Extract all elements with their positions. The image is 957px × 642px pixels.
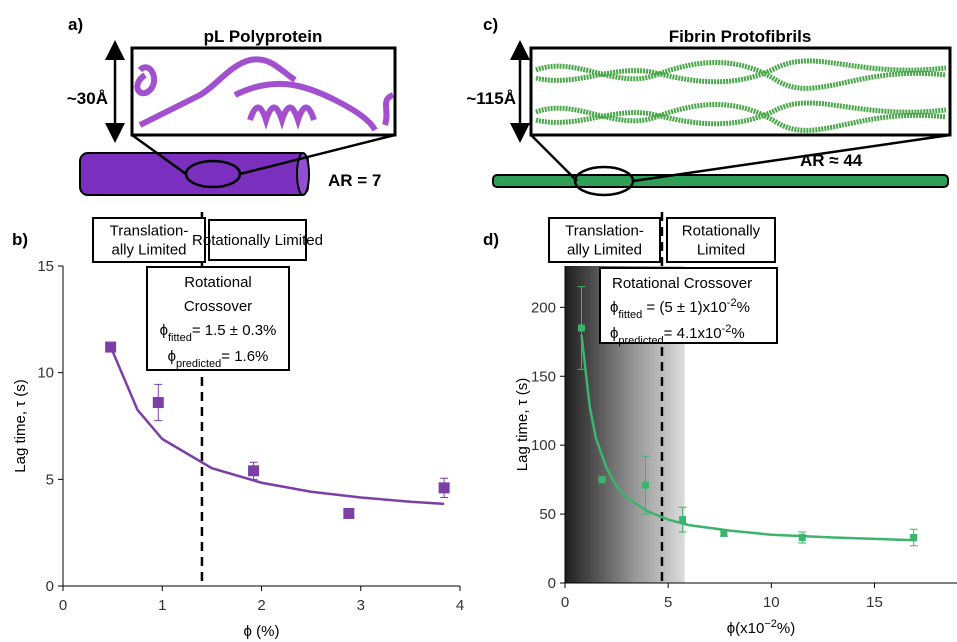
x-tick-label: 1 — [158, 597, 166, 614]
size-label: ~115Å — [466, 89, 516, 108]
aspect-ratio: AR ≈ 44 — [800, 151, 863, 170]
x-tick-label: 0 — [59, 597, 67, 614]
text-segment: % — [731, 325, 744, 342]
annotation-line: ϕpredicted= 1.6% — [168, 348, 269, 370]
data-point — [679, 516, 687, 524]
x-tick-label: 3 — [357, 597, 365, 614]
fit-line — [580, 334, 916, 542]
panel-label: b) — [12, 230, 28, 249]
y-axis-label: Lag time, τ (s) — [12, 379, 29, 472]
data-point — [343, 507, 355, 519]
y-tick-label: 200 — [531, 299, 556, 316]
panel-c: c) Fibrin Protofibrils ~115Å AR ≈ 44 — [466, 15, 952, 197]
regime-box — [666, 217, 776, 263]
fibril-ribbon — [535, 58, 947, 133]
regime-label: Limited — [697, 242, 745, 259]
y-tick-label: 100 — [531, 437, 556, 454]
y-tick-label: 15 — [37, 258, 54, 275]
size-label: ~30Å — [67, 89, 108, 108]
regime-label: Rotationally Limited — [192, 232, 323, 249]
annotation-box — [599, 267, 778, 344]
y-tick-label: 50 — [539, 506, 556, 523]
annotation-line: ϕfitted= 1.5 ± 0.3% — [160, 322, 277, 344]
y-tick-label: 5 — [46, 471, 54, 488]
data-point — [578, 324, 586, 332]
text-segment: %) — [777, 620, 795, 637]
data-point — [248, 465, 260, 477]
data-point — [910, 534, 918, 542]
text-segment: ϕ — [168, 348, 176, 365]
annotation-title: Crossover — [184, 298, 252, 315]
cylinder — [79, 152, 309, 196]
zoom-line — [632, 133, 951, 183]
x-axis-label: ϕ(x10−2%) — [727, 618, 795, 637]
text-segment: -2 — [722, 323, 732, 335]
cylinder — [492, 174, 949, 188]
regime-label: Translation- — [565, 223, 644, 240]
x-tick-label: 0 — [561, 594, 569, 611]
text-segment: = 4.1x10 — [664, 325, 722, 342]
text-segment: ϕ — [160, 322, 168, 339]
protein-ribbon — [134, 56, 395, 132]
annotation-line: ϕfitted = (5 ± 1)x10-2% — [610, 297, 750, 321]
regime-label: Translation- — [110, 223, 189, 240]
x-axis-label: ϕ (%) — [244, 623, 280, 640]
zoom-line — [131, 133, 187, 176]
panel-title: pL Polyprotein — [204, 27, 323, 46]
x-tick-label: 5 — [664, 594, 672, 611]
aspect-ratio: AR = 7 — [328, 171, 381, 190]
annotation-title: Rotational — [184, 274, 252, 291]
annotation-line: ϕpredicted= 4.1x10-2% — [610, 323, 745, 347]
zoom-box — [529, 46, 952, 137]
y-tick-label: 150 — [531, 368, 556, 385]
text-segment: ϕ — [610, 325, 618, 342]
fit-line — [111, 350, 445, 506]
data-point — [598, 476, 606, 484]
zoom-line — [530, 134, 578, 182]
text-segment: ϕ(x10 — [727, 620, 765, 637]
cylinder-end — [296, 152, 310, 196]
regime-box — [548, 217, 661, 263]
text-segment: % — [737, 299, 750, 316]
text-segment: = 1.5 ± 0.3% — [192, 322, 277, 339]
annotation-box — [146, 266, 290, 371]
text-segment: ϕ — [610, 299, 618, 316]
y-tick-label: 0 — [548, 575, 556, 592]
text-segment: fitted — [168, 332, 192, 344]
x-tick-label: 10 — [763, 594, 780, 611]
y-axis-label: Lag time, τ (s) — [514, 378, 531, 471]
x-tick-label: 4 — [456, 597, 464, 614]
x-tick-label: 15 — [866, 594, 883, 611]
text-segment: -2 — [727, 297, 737, 309]
data-point — [105, 341, 117, 353]
y-tick-label: 10 — [37, 365, 54, 382]
text-segment: −2 — [764, 618, 777, 630]
data-point — [720, 529, 728, 537]
panel-a: a) pL Polyprotein ~30Å AR = 7 — [67, 15, 397, 196]
y-tick-label: 0 — [46, 578, 54, 595]
panel-label: d) — [483, 230, 499, 249]
data-point — [152, 397, 164, 409]
text-segment: predicted — [618, 335, 663, 347]
regime-label: ally Limited — [111, 242, 186, 259]
panel-label: c) — [483, 15, 498, 34]
panel-title: Fibrin Protofibrils — [669, 27, 812, 46]
annotation-title: Rotational Crossover — [612, 275, 752, 292]
regime-box — [92, 217, 206, 263]
data-point — [438, 482, 450, 494]
regime-label: ally Limited — [567, 242, 642, 259]
zoom-line — [239, 133, 396, 176]
data-point — [641, 481, 649, 489]
x-tick-label: 2 — [257, 597, 265, 614]
text-segment: predicted — [176, 358, 221, 370]
regime-box — [208, 219, 307, 261]
text-segment: fitted — [618, 309, 642, 321]
regime-label: Rotationally — [682, 223, 761, 240]
text-segment: = 1.6% — [221, 348, 268, 365]
panel-label: a) — [68, 15, 83, 34]
text-segment: = (5 ± 1)x10 — [642, 299, 727, 316]
data-point — [798, 534, 806, 542]
